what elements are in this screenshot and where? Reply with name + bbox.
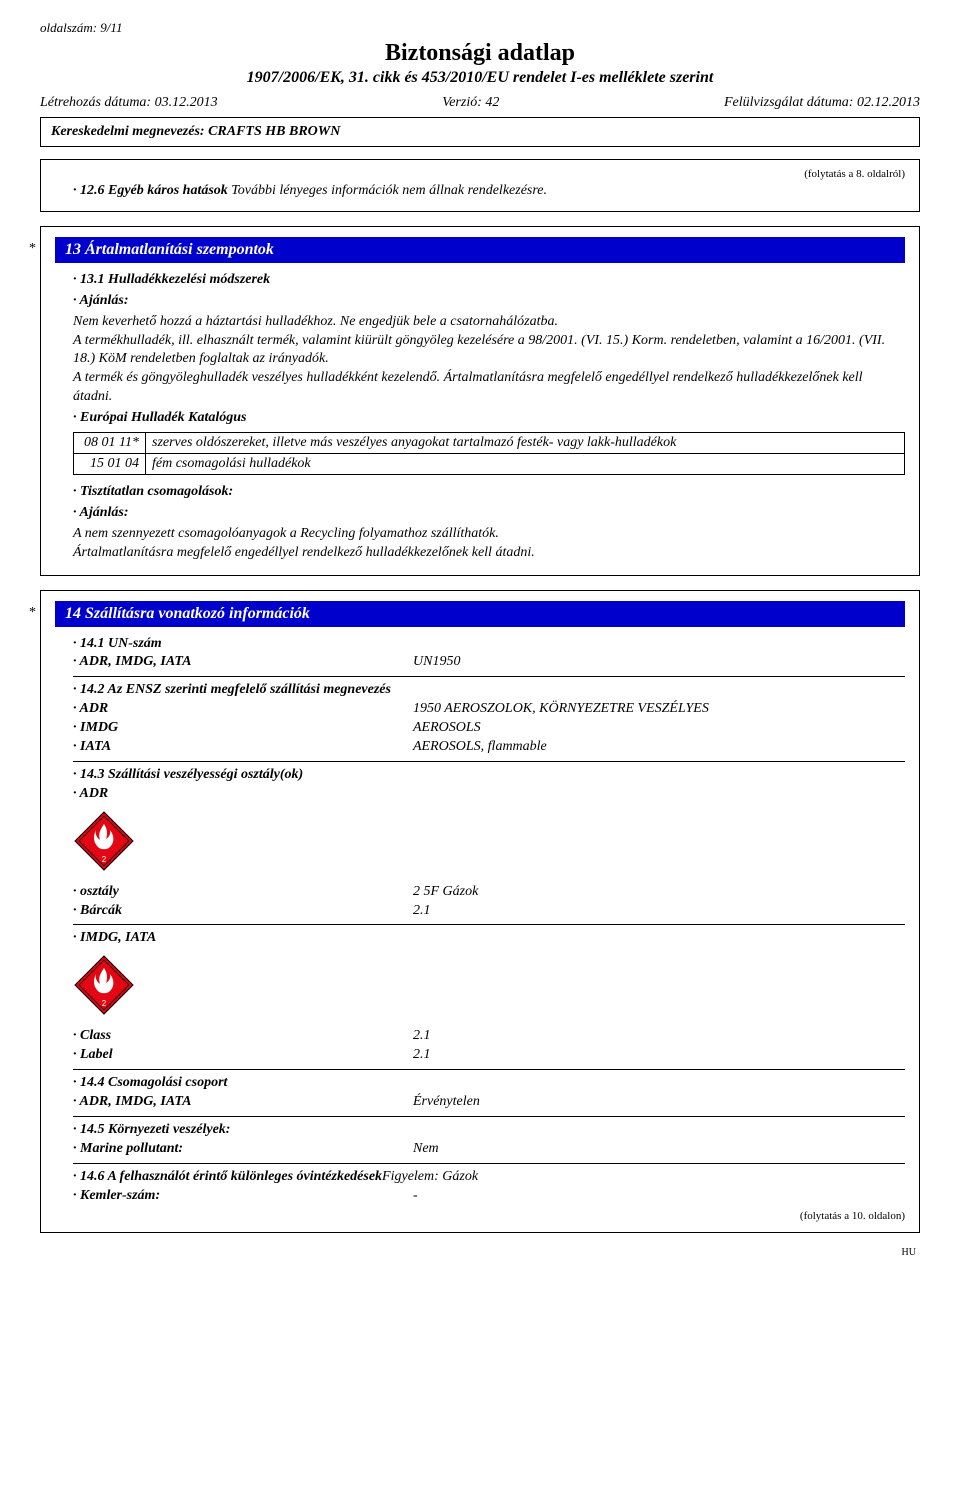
ewc-row: 15 01 04 fém csomagolási hulladékok xyxy=(74,454,905,475)
s14-1-value: UN1950 xyxy=(413,653,905,672)
s14-2-adr-value: 1950 AEROSZOLOK, KÖRNYEZETRE VESZÉLYES xyxy=(413,700,905,719)
ewc-desc-0: szerves oldószereket, illetve más veszél… xyxy=(146,433,905,454)
s14-3-labelcode-label: · Bárcák xyxy=(73,902,413,921)
section13-star: * xyxy=(29,241,36,257)
s13-unclean-advice-label: · Ajánlás: xyxy=(73,505,129,520)
s13-unclean-label: · Tisztítatlan csomagolások: xyxy=(73,484,233,499)
divider xyxy=(73,924,905,925)
section13-header: * 13 Ártalmatlanítási szempontok xyxy=(55,237,905,263)
flammable-diamond-icon: 2 xyxy=(73,810,135,872)
revision-date: Felülvizsgálat dátuma: 02.12.2013 xyxy=(724,95,920,111)
s14-3-class-label: · osztály xyxy=(73,883,413,902)
trade-name-value: CRAFTS HB BROWN xyxy=(208,124,340,139)
ewc-code-0: 08 01 11* xyxy=(74,433,146,454)
s14-4-label: · 14.4 Csomagolási csoport xyxy=(73,1074,413,1093)
s14-6-value: Figyelem: Gázok xyxy=(382,1168,905,1187)
s14-3-class2-value: 2.1 xyxy=(413,1027,905,1046)
divider xyxy=(73,1163,905,1164)
s14-3-label2-label: · Label xyxy=(73,1046,413,1065)
item-12-6-label: · 12.6 Egyéb káros hatások xyxy=(73,183,231,198)
section14-box: * 14 Szállításra vonatkozó információk ·… xyxy=(40,590,920,1233)
s14-4-value: Érvénytelen xyxy=(413,1093,905,1112)
ewc-table: 08 01 11* szerves oldószereket, illetve … xyxy=(73,432,905,475)
ewc-label: · Európai Hulladék Katalógus xyxy=(73,410,246,425)
page-number-top: oldalszám: 9/11 xyxy=(40,20,920,36)
s14-3-class2-label: · Class xyxy=(73,1027,413,1046)
s14-6-label: · 14.6 A felhasználót érintő különleges … xyxy=(73,1168,382,1187)
s14-2-imdg-value: AEROSOLS xyxy=(413,719,905,738)
s14-1-mode-label: · ADR, IMDG, IATA xyxy=(73,653,413,672)
section14-header: * 14 Szállításra vonatkozó információk xyxy=(55,601,905,627)
s14-3-adr-label: · ADR xyxy=(73,785,413,804)
divider xyxy=(73,676,905,677)
divider xyxy=(73,1116,905,1117)
s14-2-iata-value: AEROSOLS, flammable xyxy=(413,738,905,757)
trade-name-label: Kereskedelmi megnevezés: xyxy=(51,124,208,139)
s14-2-label: · 14.2 Az ENSZ szerinti megfelelő szállí… xyxy=(73,681,413,700)
ewc-code-1: 15 01 04 xyxy=(74,454,146,475)
s14-2-adr-label: · ADR xyxy=(73,700,413,719)
section14-title: 14 Szállításra vonatkozó információk xyxy=(65,605,310,622)
continuation-next: (folytatás a 10. oldalon) xyxy=(55,1210,905,1222)
creation-date: Létrehozás dátuma: 03.12.2013 xyxy=(40,95,218,111)
divider xyxy=(73,761,905,762)
adr-hazard-diamond: 2 xyxy=(73,810,905,877)
continuation-from: (folytatás a 8. oldalról) xyxy=(55,168,905,180)
s14-2-imdg-label: · IMDG xyxy=(73,719,413,738)
divider xyxy=(73,1069,905,1070)
s14-4-mode-label: · ADR, IMDG, IATA xyxy=(73,1093,413,1112)
s13-advice-label: · Ajánlás: xyxy=(73,293,129,308)
ewc-row: 08 01 11* szerves oldószereket, illetve … xyxy=(74,433,905,454)
version: Verzió: 42 xyxy=(442,95,499,111)
s14-5-marine-value: Nem xyxy=(413,1140,905,1159)
s14-2-iata-label: · IATA xyxy=(73,738,413,757)
s14-5-marine-label: · Marine pollutant: xyxy=(73,1140,413,1159)
s14-1-label: · 14.1 UN-szám xyxy=(73,635,413,654)
ewc-desc-1: fém csomagolási hulladékok xyxy=(146,454,905,475)
section14-star: * xyxy=(29,605,36,621)
trade-name-box: Kereskedelmi megnevezés: CRAFTS HB BROWN xyxy=(40,117,920,147)
language-code: HU xyxy=(40,1247,920,1258)
s14-3-class-value: 2 5F Gázok xyxy=(413,883,905,902)
item-12-6-text: További lényeges információk nem állnak … xyxy=(231,183,547,198)
s13-unclean-text: A nem szennyezett csomagolóanyagok a Rec… xyxy=(73,526,535,560)
s14-6-kemler-label: · Kemler-szám: xyxy=(73,1187,413,1206)
section12-cont-box: (folytatás a 8. oldalról) · 12.6 Egyéb k… xyxy=(40,159,920,212)
s14-3-label2-value: 2.1 xyxy=(413,1046,905,1065)
s13-1-label: · 13.1 Hulladékkezelési módszerek xyxy=(73,272,270,287)
svg-text:2: 2 xyxy=(102,855,107,864)
s14-6-kemler-value: - xyxy=(413,1187,905,1206)
s14-3-imdgiata-label: · IMDG, IATA xyxy=(73,929,413,948)
s13-advice-text: Nem keverhető hozzá a háztartási hulladé… xyxy=(73,314,885,405)
flammable-diamond-icon: 2 xyxy=(73,954,135,1016)
s14-5-label: · 14.5 Környezeti veszélyek: xyxy=(73,1121,413,1140)
section13-box: * 13 Ártalmatlanítási szempontok · 13.1 … xyxy=(40,226,920,576)
header-meta-row: Létrehozás dátuma: 03.12.2013 Verzió: 42… xyxy=(40,95,920,111)
section13-title: 13 Ártalmatlanítási szempontok xyxy=(65,241,274,258)
doc-title: Biztonsági adatlap xyxy=(40,40,920,67)
s14-3-label: · 14.3 Szállítási veszélyességi osztály(… xyxy=(73,766,413,785)
svg-text:2: 2 xyxy=(102,999,107,1008)
imdg-hazard-diamond: 2 xyxy=(73,954,905,1021)
doc-subtitle: 1907/2006/EK, 31. cikk és 453/2010/EU re… xyxy=(40,69,920,87)
s14-3-labelcode-value: 2.1 xyxy=(413,902,905,921)
